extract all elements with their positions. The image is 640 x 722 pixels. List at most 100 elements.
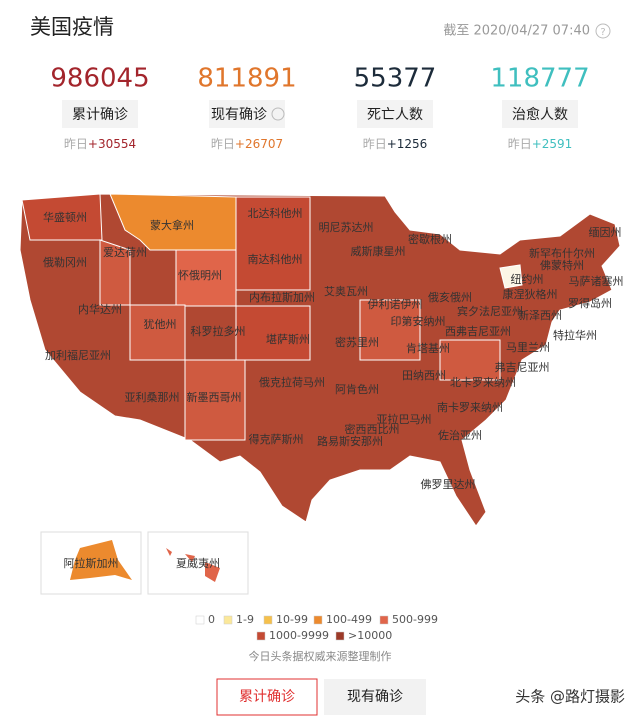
- state-label: 南卡罗来纳州: [437, 401, 503, 414]
- stat-label-bg: [502, 100, 578, 128]
- delta-value: +30554: [88, 137, 136, 151]
- stat-label-bg: [357, 100, 433, 128]
- state-label: 肯塔基州: [406, 342, 450, 355]
- state-label: 华盛顿州: [43, 210, 87, 224]
- state-label: 阿肯色州: [335, 382, 379, 396]
- state-label: 弗吉尼亚州: [495, 360, 550, 374]
- source-note: 今日头条据权威来源整理制作: [249, 649, 392, 663]
- state-label: 得克萨斯州: [249, 433, 304, 446]
- stat-delta: 昨日+26707: [211, 137, 283, 151]
- stat-delta: 昨日+30554: [64, 137, 136, 151]
- state-label: 新泽西州: [518, 308, 562, 322]
- legend-label: 1000-9999: [269, 629, 329, 642]
- stat-label: 现有确诊: [211, 107, 267, 123]
- inset-label: 夏威夷州: [176, 557, 220, 570]
- button-label: 现有确诊: [347, 689, 403, 705]
- legend-swatch: [335, 631, 345, 641]
- state-label: 爱达荷州: [103, 246, 147, 259]
- state-label: 西弗吉尼亚州: [445, 324, 511, 338]
- state-label: 马里兰州: [506, 341, 550, 354]
- delta-prefix: 昨日: [508, 137, 532, 151]
- state-label: 内布拉斯加州: [249, 290, 315, 304]
- state-label: 科罗拉多州: [191, 324, 246, 338]
- state-label: 缅因州: [589, 225, 622, 239]
- state-label: 堪萨斯州: [266, 333, 310, 346]
- legend-swatch: [223, 615, 233, 625]
- stat-value: 55377: [354, 64, 437, 94]
- state-label: 佛蒙特州: [540, 258, 584, 272]
- state-label: 纽约州: [511, 272, 544, 286]
- state-label: 艾奥瓦州: [324, 284, 368, 298]
- state-label: 南达科他州: [248, 252, 303, 266]
- state-label: 田纳西州: [402, 369, 446, 382]
- timestamp: 截至 2020/04/27 07:40: [443, 24, 590, 39]
- stat-value: 811891: [197, 64, 296, 94]
- help-mark: ?: [600, 27, 605, 38]
- help-icon[interactable]: [595, 23, 611, 39]
- state-label: 新墨西哥州: [187, 390, 242, 404]
- legend-label: 10-99: [276, 613, 308, 626]
- state-label: 亚利桑那州: [125, 391, 180, 404]
- delta-value: +2591: [532, 137, 573, 151]
- button-active[interactable]: [216, 678, 318, 716]
- state-label: 罗得岛州: [568, 296, 612, 310]
- delta-value: +26707: [235, 137, 283, 151]
- state-label: 印第安纳州: [391, 314, 446, 328]
- stat-value: 986045: [50, 64, 149, 94]
- us-outline: [19, 193, 621, 527]
- stat-delta: 昨日+1256: [363, 137, 428, 151]
- title: 美国疫情: [30, 15, 114, 39]
- legend-label: 500-999: [392, 613, 438, 626]
- stat-label-bg: [62, 100, 138, 128]
- legend-swatch: [256, 631, 266, 641]
- state-label: 犹他州: [144, 318, 177, 331]
- state-label: 怀俄明州: [178, 269, 222, 282]
- state-label: 特拉华州: [553, 328, 597, 342]
- legend-label: >10000: [348, 629, 392, 642]
- state-label: 马萨诸塞州: [569, 274, 624, 288]
- legend-label: 1-9: [236, 613, 254, 626]
- state-label: 俄亥俄州: [428, 290, 472, 304]
- state-shape: [99, 239, 501, 441]
- state-label: 亚拉巴马州: [377, 412, 432, 426]
- stat-label: 死亡人数: [367, 107, 423, 123]
- state-label: 密西西比州: [345, 422, 400, 436]
- state-label: 密歇根州: [408, 232, 452, 246]
- state-label: 加利福尼亚州: [45, 348, 111, 362]
- watermark: 头条 @路灯摄影: [515, 688, 625, 706]
- state-label: 蒙大拿州: [150, 218, 194, 232]
- delta-prefix: 昨日: [211, 137, 235, 151]
- state-label: 明尼苏达州: [319, 221, 374, 234]
- state-label: 北达科他州: [248, 206, 303, 220]
- state-label: 康涅狄格州: [503, 287, 558, 301]
- legend-label: 0: [208, 613, 215, 626]
- legend-swatch: [313, 615, 323, 625]
- hawaii-shape: [166, 548, 220, 582]
- state-label: 威斯康星州: [351, 244, 406, 258]
- inset-label: 阿拉斯加州: [64, 556, 119, 570]
- legend-swatch: [195, 615, 205, 625]
- stat-label: 累计确诊: [72, 107, 128, 123]
- state-label: 伊利诺伊州: [368, 298, 423, 311]
- state-label: 密苏里州: [335, 335, 379, 349]
- legend-swatch: [379, 615, 389, 625]
- delta-prefix: 昨日: [363, 137, 387, 151]
- state-label: 佐治亚州: [438, 428, 482, 442]
- state-label: 佛罗里达州: [421, 478, 476, 491]
- state-label: 北卡罗来纳州: [450, 376, 516, 389]
- state-label: 路易斯安那州: [317, 434, 383, 448]
- hawaii-box[interactable]: [147, 531, 249, 595]
- button[interactable]: [324, 679, 426, 715]
- button-label: 累计确诊: [239, 689, 295, 705]
- state-label: 内华达州: [78, 302, 122, 316]
- stat-value: 118777: [490, 64, 589, 94]
- state-shape: [21, 193, 311, 361]
- delta-prefix: 昨日: [64, 137, 88, 151]
- legend-swatch: [263, 615, 273, 625]
- delta-value: +1256: [387, 137, 428, 151]
- alaska-shape: [70, 540, 132, 580]
- help-icon[interactable]: [271, 107, 285, 121]
- state-label: 俄勒冈州: [43, 256, 87, 269]
